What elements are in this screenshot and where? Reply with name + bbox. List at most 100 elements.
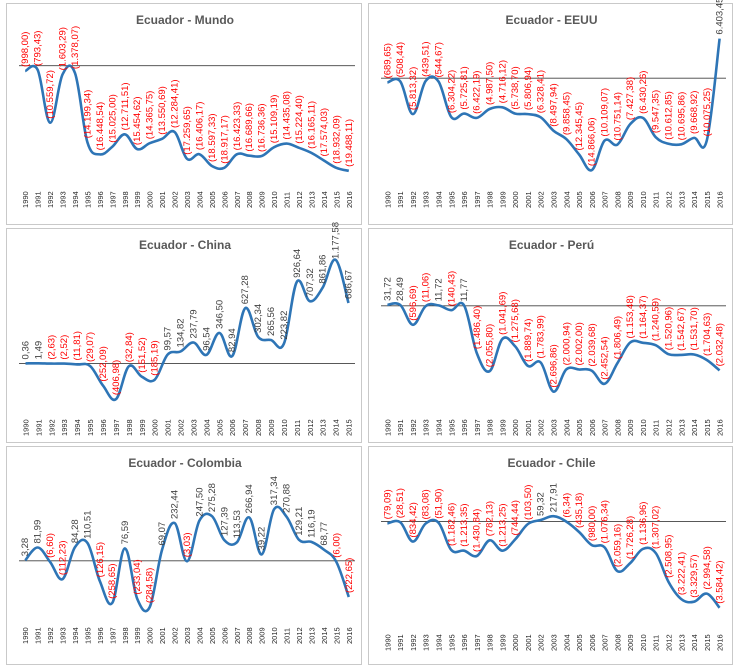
data-label: 127,39 <box>219 507 230 536</box>
data-label: (689,65) <box>382 43 393 78</box>
data-label: (2.032,48) <box>715 323 726 366</box>
data-label: (2.002,00) <box>574 322 585 365</box>
chart-title: Ecuador - China <box>139 238 231 252</box>
data-label: (1.430,84) <box>472 509 483 552</box>
data-label: (17.259,65) <box>182 106 193 155</box>
x-tick-label: 1995 <box>83 627 92 644</box>
data-label: (140,43) <box>446 271 457 306</box>
x-tick-label: 2015 <box>703 634 712 651</box>
x-tick-label: 2012 <box>295 191 304 208</box>
x-tick-label: 1992 <box>46 627 55 644</box>
data-label: 96,54 <box>201 327 212 351</box>
x-tick-label: 2009 <box>267 419 276 436</box>
x-tick-label: 2009 <box>258 191 267 208</box>
x-tick-label: 1993 <box>59 191 68 208</box>
x-tick-label: 2011 <box>652 420 661 436</box>
data-label: (2,52) <box>59 335 70 360</box>
data-label: 81,99 <box>33 520 44 544</box>
x-tick-label: 2001 <box>524 634 533 651</box>
data-label: (1.542,67) <box>676 308 687 351</box>
data-label: (16.448,54) <box>95 102 106 151</box>
data-label: 39,22 <box>257 527 268 551</box>
x-tick-label: 1993 <box>59 627 68 644</box>
data-label: (15.109,19) <box>269 95 280 144</box>
data-label: (1.213,25) <box>497 503 508 546</box>
x-tick-label: 2007 <box>601 634 610 651</box>
data-label: (4.987,50) <box>485 62 496 105</box>
data-label: 11,72 <box>433 278 444 301</box>
x-tick-label: 2006 <box>588 419 597 436</box>
data-label: (5.813,32) <box>408 67 419 110</box>
data-label: (222,65) <box>344 558 355 593</box>
data-label: (793,43) <box>33 31 44 66</box>
x-tick-label: 1990 <box>21 627 30 644</box>
data-label: 627,28 <box>240 275 251 304</box>
x-tick-label: 1991 <box>396 419 405 436</box>
data-label: (1.520,96) <box>663 307 674 350</box>
x-tick-label: 2009 <box>258 627 267 644</box>
data-label: (17.574,03) <box>319 108 330 157</box>
data-label: (5.806,94) <box>523 67 534 110</box>
x-tick-label: 2011 <box>283 192 292 208</box>
data-label: (18.917,17) <box>219 115 230 164</box>
data-label: 247,50 <box>194 487 205 516</box>
x-tick-label: 2008 <box>613 634 622 651</box>
x-tick-label: 2010 <box>270 627 279 644</box>
x-tick-label: 2004 <box>195 191 204 208</box>
x-tick-label: 1995 <box>447 191 456 208</box>
x-tick-label: 2014 <box>690 634 699 651</box>
data-label: 84,28 <box>70 519 81 543</box>
data-label: (1.240,59) <box>651 298 662 341</box>
x-tick-label: 2003 <box>550 634 559 651</box>
data-label: (12.711,51) <box>120 82 131 130</box>
x-tick-label: 1999 <box>498 634 507 651</box>
data-label: 1.177,58 <box>331 222 342 259</box>
x-tick-label: 2012 <box>665 191 674 208</box>
x-tick-label: 1994 <box>435 191 444 208</box>
data-label: (1.275,68) <box>510 299 521 342</box>
x-tick-label: 2016 <box>345 627 354 644</box>
data-label: (5.738,70) <box>510 66 521 109</box>
x-tick-label: 2001 <box>158 627 167 644</box>
x-tick-label: 1996 <box>96 627 105 644</box>
x-tick-label: 2011 <box>652 635 661 651</box>
x-tick-label: 2002 <box>171 191 180 208</box>
data-label: (2.994,58) <box>702 546 713 589</box>
data-label: (10.612,85) <box>663 91 674 140</box>
x-tick-label: 1993 <box>60 419 69 436</box>
x-tick-label: 2001 <box>524 419 533 436</box>
x-tick-label: 2010 <box>270 191 279 208</box>
x-tick-label: 1996 <box>99 419 108 436</box>
data-label: 59,32 <box>536 492 547 516</box>
data-label: (2.039,68) <box>587 323 598 366</box>
x-tick-label: 2006 <box>220 191 229 208</box>
data-label: 69,07 <box>157 522 168 546</box>
x-tick-label: 2002 <box>537 634 546 651</box>
data-label: (3,03) <box>182 532 193 557</box>
x-tick-label: 2010 <box>639 419 648 436</box>
data-label: (6.304,22) <box>446 70 457 113</box>
data-label: (2.055,80) <box>485 324 496 367</box>
x-tick-label: 1990 <box>22 419 31 436</box>
data-label: (1.182,46) <box>446 503 457 546</box>
x-tick-label: 1992 <box>47 419 56 436</box>
data-label: (32,84) <box>124 332 135 362</box>
data-label: 3,28 <box>20 538 31 557</box>
x-tick-label: 1994 <box>435 634 444 651</box>
x-tick-label: 2014 <box>320 191 329 208</box>
data-label: (29,07) <box>85 332 96 362</box>
x-tick-label: 2012 <box>665 634 674 651</box>
data-label: (15.454,62) <box>132 96 143 145</box>
x-tick-label: 2004 <box>562 191 571 208</box>
x-tick-label: 2004 <box>195 627 204 644</box>
chart-title: Ecuador - Chile <box>507 456 595 470</box>
x-tick-label: 1998 <box>125 419 134 436</box>
data-label: (103,50) <box>523 485 534 520</box>
x-tick-label: 2011 <box>293 420 302 436</box>
x-tick-label: 1990 <box>383 191 392 208</box>
data-label: (51,90) <box>434 489 445 519</box>
x-tick-label: 2001 <box>158 191 167 208</box>
x-tick-label: 2007 <box>601 419 610 436</box>
series-line <box>24 64 350 173</box>
series-line <box>386 38 721 172</box>
